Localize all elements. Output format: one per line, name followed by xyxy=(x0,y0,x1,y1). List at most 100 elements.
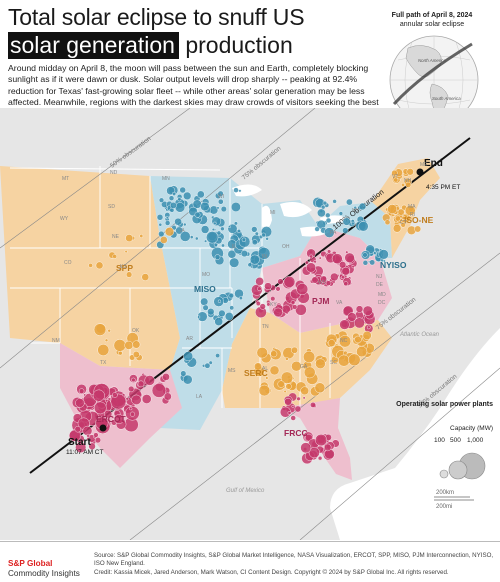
solar-plant-dot xyxy=(158,222,163,227)
state-abbr-oh: OH xyxy=(282,244,290,250)
solar-plant-dot xyxy=(183,191,192,201)
solar-plant-dot xyxy=(341,266,350,276)
solar-plant-dot xyxy=(296,283,309,296)
solar-plant-dot xyxy=(283,390,287,394)
brand-line-1: S&P Global xyxy=(8,559,53,568)
state-abbr-sc: SC xyxy=(330,360,337,366)
headline-line-2: solar generation production xyxy=(8,32,368,59)
solar-plant-dot xyxy=(401,216,406,220)
solar-plant-dot xyxy=(308,447,320,459)
state-abbr-tn: TN xyxy=(262,324,269,330)
solar-plant-dot xyxy=(164,227,175,237)
solar-plant-dot xyxy=(275,286,281,292)
solar-plant-dot xyxy=(177,197,182,202)
legend-size-1000: 1,000 xyxy=(467,437,484,444)
solar-plant-dot xyxy=(317,208,326,218)
solar-plant-dot xyxy=(230,202,241,212)
solar-plant-dot xyxy=(194,236,199,241)
region-label-nyiso: NYISO xyxy=(380,260,407,270)
solar-plant-dot xyxy=(318,256,322,260)
solar-plant-dot xyxy=(213,221,217,225)
region-label-pjm: PJM xyxy=(312,296,329,306)
solar-plant-dot xyxy=(229,257,240,268)
globe-label-south-america: South America xyxy=(432,96,461,101)
solar-plant-dot xyxy=(112,392,118,398)
solar-plant-dot xyxy=(269,365,280,376)
solar-plant-dot xyxy=(311,276,319,284)
solar-plant-dot xyxy=(404,205,416,216)
legend-circle-500 xyxy=(448,460,468,480)
solar-plant-dot xyxy=(261,232,266,238)
solar-plant-dot xyxy=(168,195,175,201)
solar-plant-dot xyxy=(179,186,186,194)
solar-plant-dot xyxy=(291,404,295,408)
solar-plant-dot xyxy=(175,226,184,235)
solar-plant-dot xyxy=(220,206,227,213)
solar-plant-dot xyxy=(200,297,209,306)
solar-plant-dot xyxy=(270,350,278,358)
solar-plant-dot xyxy=(75,398,85,408)
solar-plant-dot xyxy=(270,296,276,302)
solar-plant-dot xyxy=(224,312,234,321)
solar-plant-dot xyxy=(141,273,150,281)
solar-plant-dot xyxy=(113,339,127,352)
state-abbr-va: VA xyxy=(336,300,343,306)
solar-plant-dot xyxy=(254,231,259,236)
solar-plant-dot xyxy=(406,168,414,176)
solar-plant-dot xyxy=(351,221,355,226)
state-abbr-wv: WV xyxy=(318,280,327,286)
solar-plant-dot xyxy=(255,301,261,307)
region-label-ercot: ERCOT xyxy=(96,414,127,424)
solar-plant-dot xyxy=(324,227,335,238)
eclipse-map: 50% obscuration 75% obscuration 100% Obs… xyxy=(0,108,500,540)
obscuration-line-50-east xyxy=(299,367,500,540)
state-abbr-ar: AR xyxy=(186,336,193,342)
solar-plant-dot xyxy=(228,225,231,229)
solar-plant-dot xyxy=(257,247,271,260)
solar-plant-dot xyxy=(315,434,328,447)
end-label: End xyxy=(424,158,443,169)
solar-plant-dot xyxy=(162,373,170,381)
solar-plant-dot xyxy=(241,237,247,243)
solar-plant-dot xyxy=(159,236,168,244)
state-abbr-ct: CT xyxy=(400,220,407,226)
solar-plant-dot xyxy=(255,277,264,286)
legend-size-500: 500 xyxy=(450,437,461,444)
solar-plant-dot xyxy=(302,396,306,400)
solar-plant-dot xyxy=(313,260,317,264)
solar-plant-dots xyxy=(68,168,422,465)
solar-plant-dot xyxy=(327,339,336,347)
state-abbr-me: ME xyxy=(420,162,428,168)
solar-plant-dot xyxy=(220,226,225,232)
state-abbr-ok: OK xyxy=(132,328,140,334)
solar-plant-dot xyxy=(249,254,260,265)
solar-plant-dot xyxy=(240,250,248,258)
solar-plant-dot xyxy=(290,300,296,305)
solar-plant-dot xyxy=(204,239,208,243)
solar-plant-dot xyxy=(132,340,141,349)
globe-caption: Full path of April 8, 2024 annular solar… xyxy=(368,12,496,29)
solar-plant-dot xyxy=(342,227,349,234)
legend-unit: Capacity (MW) xyxy=(450,425,493,432)
solar-plant-dot xyxy=(397,208,405,216)
state-abbr-il: IL xyxy=(232,244,236,250)
state-abbr-wy: WY xyxy=(60,216,69,222)
solar-plant-dot xyxy=(132,351,140,358)
brand-line-2: Commodity Insights xyxy=(8,569,80,578)
solar-plant-dot xyxy=(314,382,326,394)
solar-plant-dot xyxy=(281,304,291,314)
solar-plant-dot xyxy=(373,251,377,255)
solar-plant-dot xyxy=(292,304,298,310)
state-abbr-nm: NM xyxy=(52,338,60,344)
state-abbr-vt: VT xyxy=(392,174,398,180)
solar-plant-dot xyxy=(354,335,362,344)
solar-plant-dot xyxy=(217,198,224,205)
state-abbr-mo: MO xyxy=(202,272,210,278)
globe-inset: North America South America xyxy=(389,35,479,125)
solar-plant-dot xyxy=(93,323,107,336)
state-abbr-ia: IA xyxy=(180,228,185,234)
solar-plant-dot xyxy=(344,252,355,263)
solar-plant-dot xyxy=(294,405,302,413)
solar-plant-dot xyxy=(341,275,345,280)
solar-plant-dot xyxy=(208,360,213,365)
